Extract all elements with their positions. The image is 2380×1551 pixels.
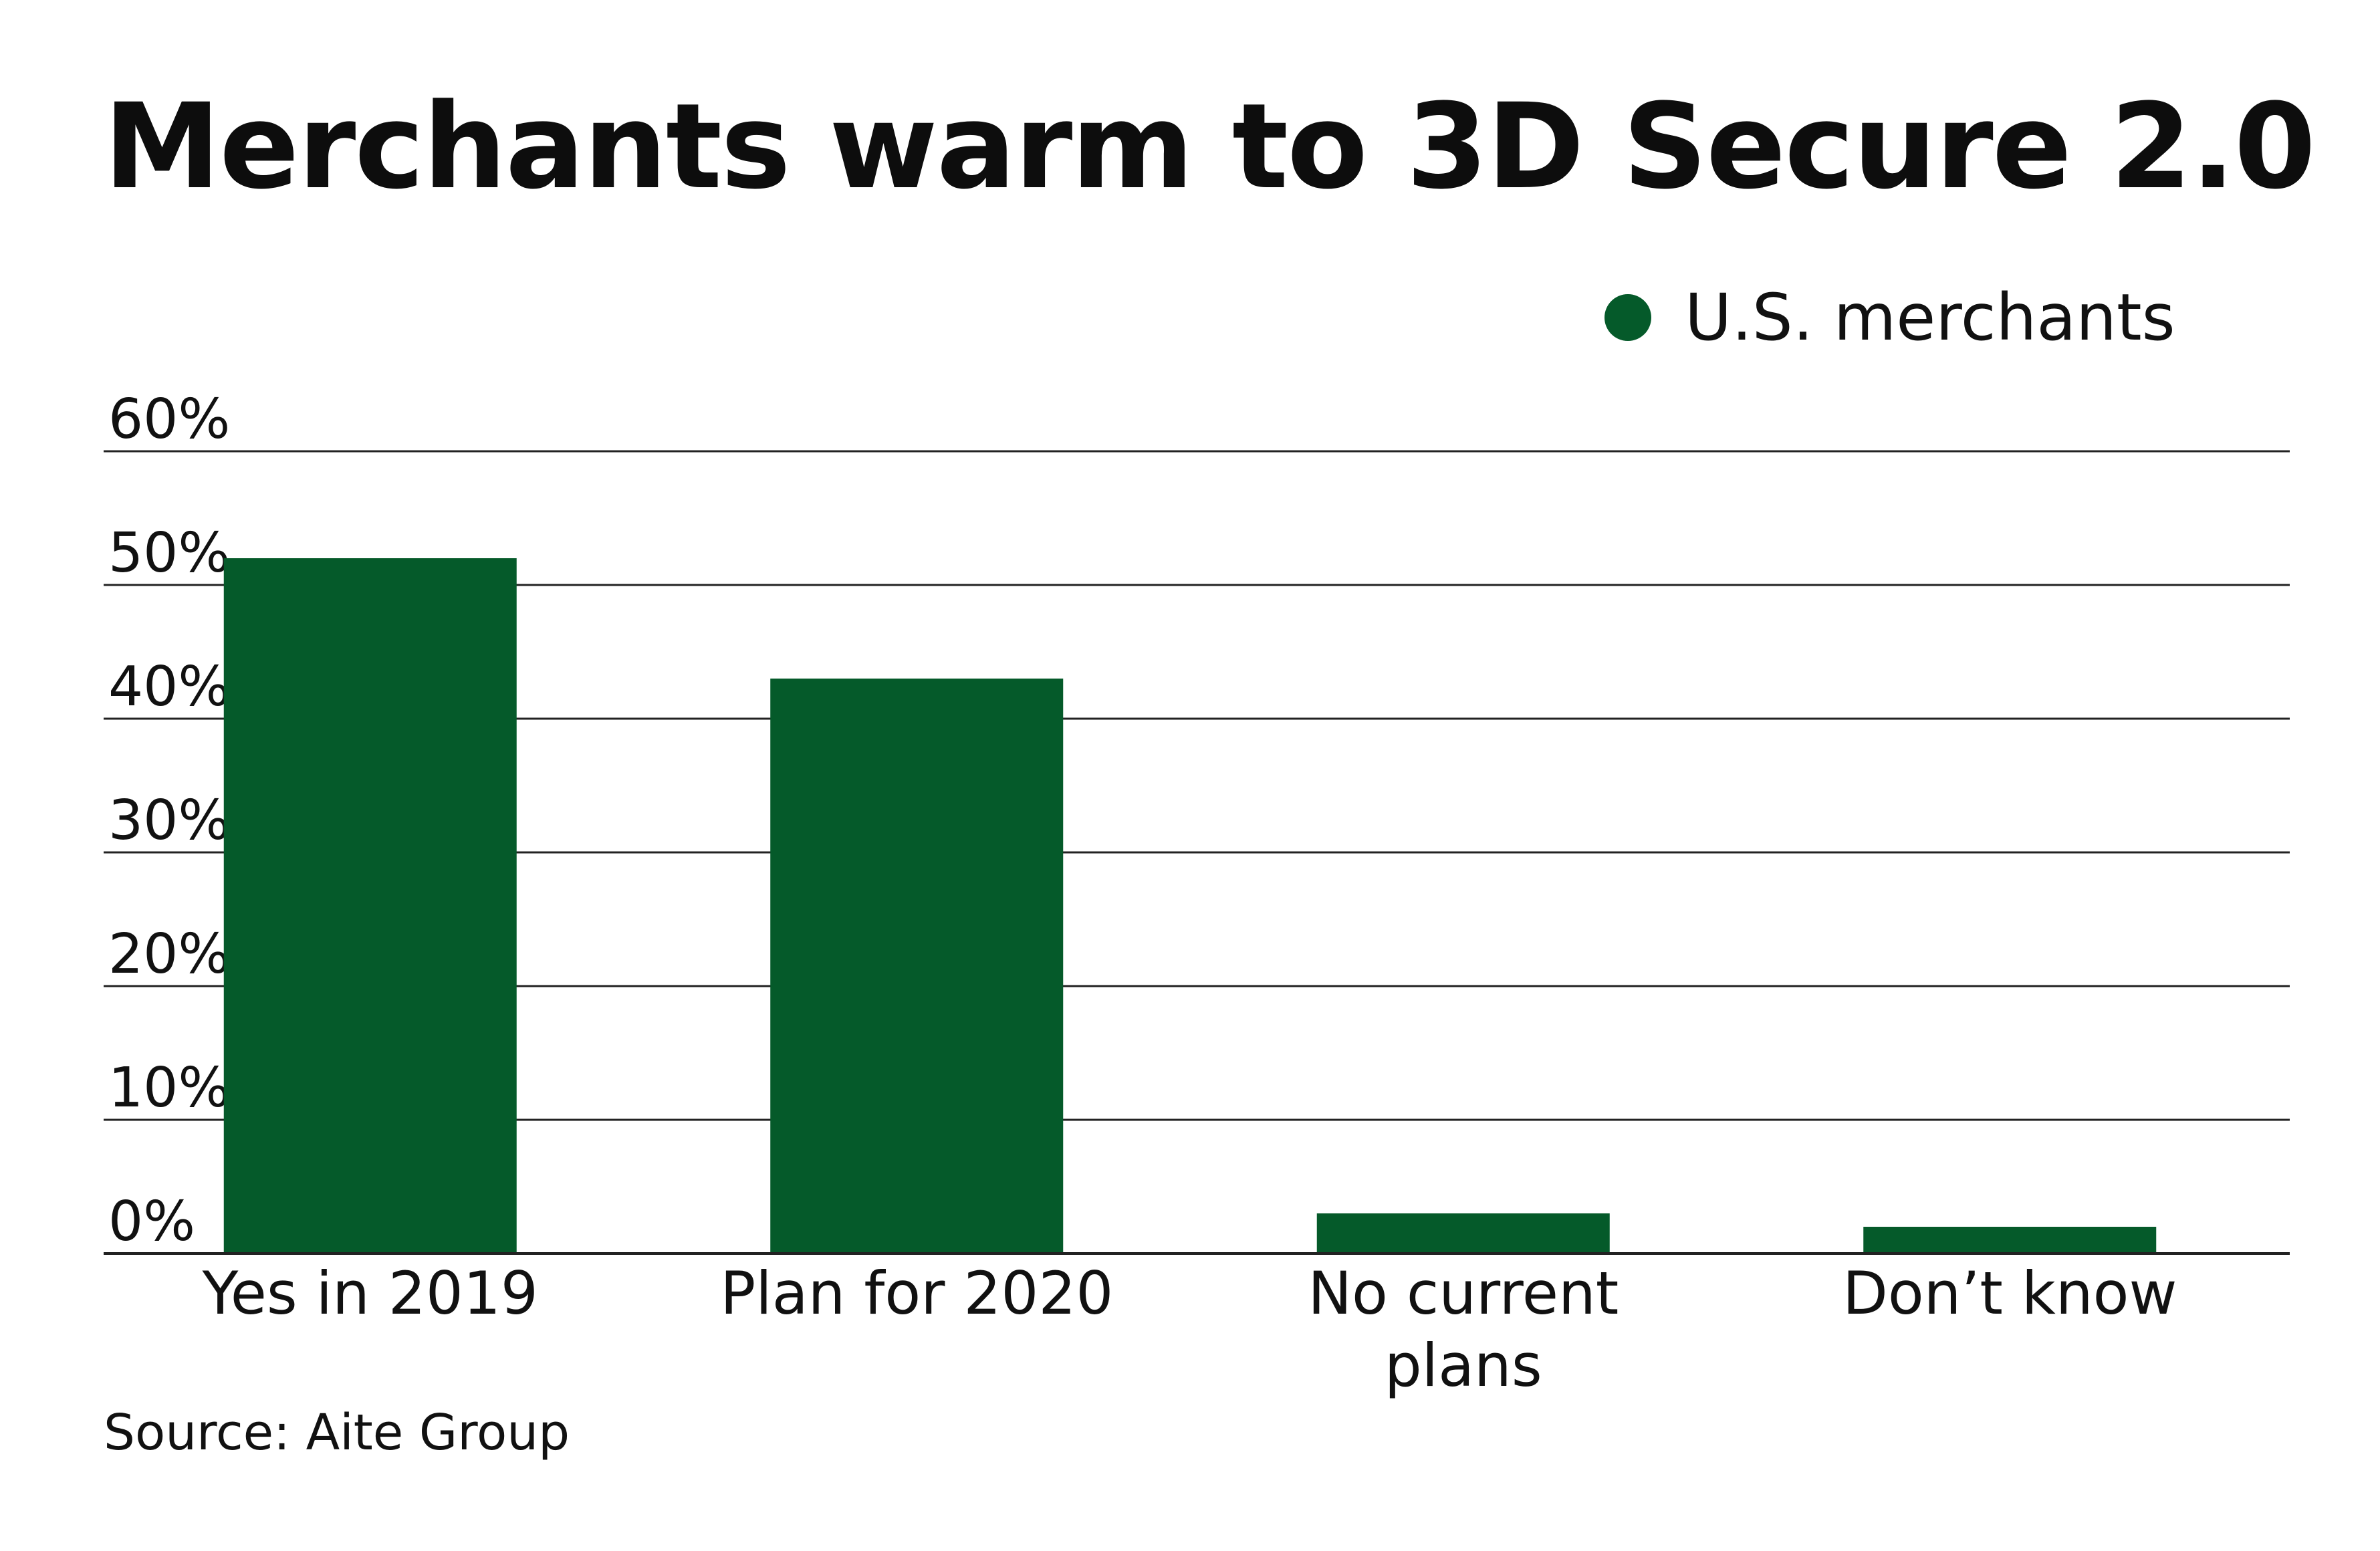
y-tick-label: 20% <box>108 923 230 986</box>
bar-2 <box>770 679 1064 1254</box>
x-tick-label: No current plans <box>1308 1259 1619 1400</box>
source-note: Source: Aite Group <box>104 1404 570 1461</box>
bar-1 <box>223 558 517 1254</box>
bar-4 <box>1863 1227 2157 1254</box>
y-tick-label: 40% <box>108 655 230 719</box>
y-tick-label: 10% <box>108 1056 230 1120</box>
y-tick-label: 60% <box>108 388 230 451</box>
y-tick-label: 0% <box>108 1190 195 1254</box>
legend-label-us-merchants: U.S. merchants <box>1685 280 2175 355</box>
x-tick-label: Plan for 2020 <box>720 1259 1113 1328</box>
chart-legend: U.S. merchants <box>1604 277 2175 358</box>
y-tick-label: 30% <box>108 789 230 852</box>
x-tick-label: Yes in 2019 <box>202 1259 538 1328</box>
bar-3 <box>1316 1213 1610 1254</box>
y-tick-label: 50% <box>108 521 230 585</box>
y-tick-labels: 0% 10% 20% 30% 40% 50% 60% <box>108 388 230 1254</box>
legend-swatch-us-merchants <box>1604 294 1651 341</box>
x-tick-label: Don’t know <box>1842 1259 2177 1328</box>
x-tick-labels: Yes in 2019 Plan for 2020 No current plans D… <box>202 1259 2177 1400</box>
chart-title: Merchants warm to 3D Secure 2.0 <box>104 78 2316 215</box>
bars <box>104 558 2290 1255</box>
